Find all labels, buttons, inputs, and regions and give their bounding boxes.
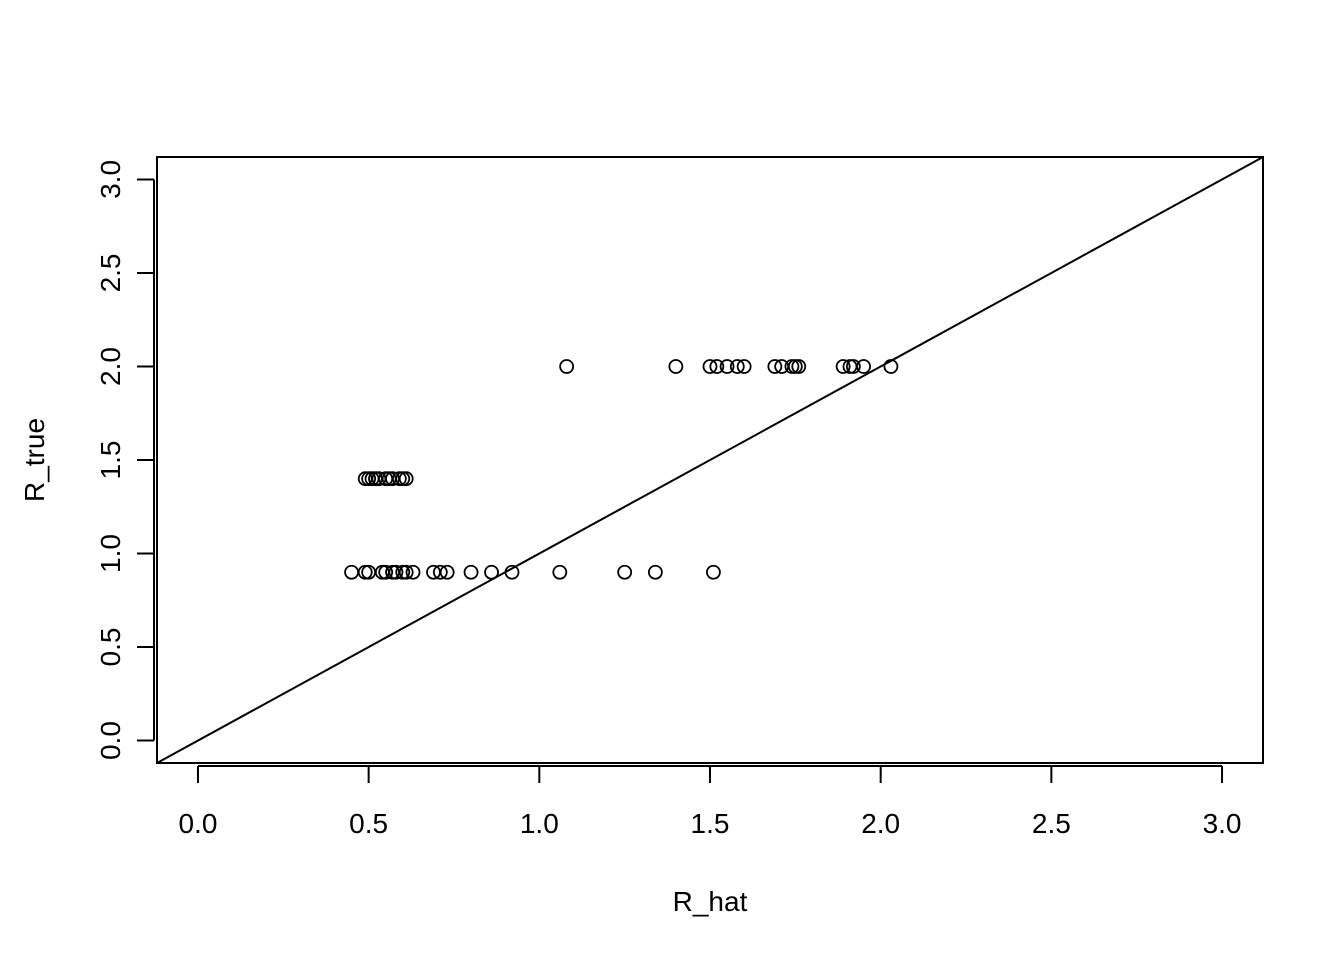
data-point: [883, 359, 899, 374]
y-tick-label: 0.5: [95, 628, 126, 667]
x-tick-label: 2.0: [861, 808, 900, 839]
data-point: [736, 359, 752, 374]
x-tick-label: 1.0: [520, 808, 559, 839]
data-point: [552, 564, 568, 580]
data-point: [719, 359, 735, 374]
data-point: [439, 564, 455, 580]
data-point: [405, 564, 421, 580]
x-tick-label: 0.5: [349, 808, 388, 839]
data-point: [668, 359, 684, 374]
data-point: [432, 564, 448, 580]
data-point: [647, 564, 663, 580]
y-tick-label: 3.0: [95, 160, 126, 199]
y-axis: 0.0 0.5 1.0 1.5 2.0 2.5 3.0: [95, 160, 155, 760]
x-axis-title: R_hat: [673, 886, 748, 917]
data-point: [378, 564, 394, 580]
data-point: [504, 564, 520, 580]
data-point: [706, 564, 721, 580]
data-point: [791, 359, 807, 374]
y-tick-label: 1.0: [95, 534, 126, 573]
data-point: [463, 564, 479, 580]
x-tick-label: 0.0: [178, 808, 217, 839]
plot-marks: [156, 156, 1264, 764]
x-tick-label: 3.0: [1203, 808, 1242, 839]
data-point: [617, 564, 633, 580]
data-point: [767, 359, 783, 374]
data-point: [729, 359, 745, 374]
y-tick-label: 1.5: [95, 441, 126, 480]
y-tick-label: 2.0: [95, 347, 126, 386]
data-point: [398, 564, 414, 580]
data-point: [559, 359, 575, 374]
data-point: [835, 359, 851, 374]
data-point: [344, 564, 359, 580]
plot-frame: [156, 156, 1264, 764]
y-axis-title: R_true: [19, 418, 50, 502]
y-tick-label: 0.0: [95, 721, 126, 760]
data-point: [484, 564, 499, 580]
data-point: [709, 359, 725, 374]
data-point: [845, 359, 861, 374]
reference-line: [156, 156, 1264, 764]
x-tick-label: 2.5: [1032, 808, 1071, 839]
data-point: [398, 471, 414, 487]
data-point: [388, 564, 404, 580]
data-point: [702, 359, 718, 374]
x-axis: 0.0 0.5 1.0 1.5 2.0 2.5 3.0: [178, 765, 1242, 839]
y-tick-label: 2.5: [95, 253, 126, 292]
x-tick-label: 1.5: [691, 808, 730, 839]
data-point: [856, 359, 872, 374]
